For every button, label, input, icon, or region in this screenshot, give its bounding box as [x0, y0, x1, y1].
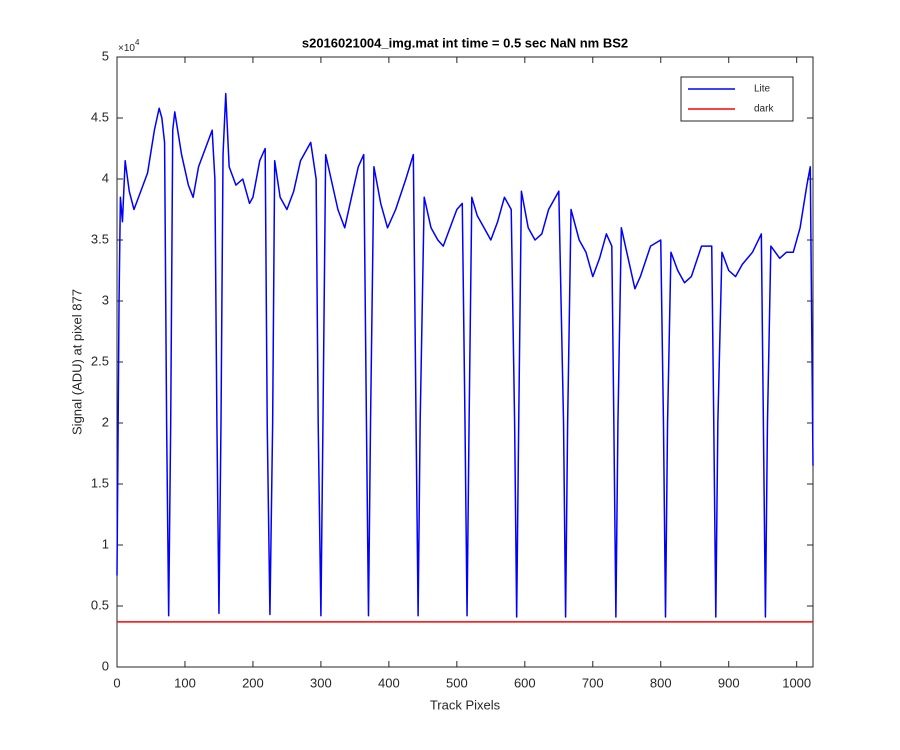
x-tick-label: 400 [378, 675, 400, 690]
x-tick-label: 800 [650, 675, 672, 690]
y-tick-label: 1 [102, 536, 109, 551]
legend-label: dark [754, 104, 774, 115]
x-tick-label: 700 [582, 675, 604, 690]
x-tick-label: 500 [446, 675, 468, 690]
y-multiplier: ×104 [118, 38, 140, 54]
x-axis-label: Track Pixels [430, 697, 501, 712]
x-tick-label: 200 [242, 675, 264, 690]
y-tick-label: 4.5 [91, 109, 109, 124]
y-tick-label: 5 [102, 48, 109, 63]
y-tick-label: 2.5 [91, 353, 109, 368]
series-line [116, 92, 814, 618]
y-tick-label: 3.5 [91, 231, 109, 246]
legend-box [680, 76, 794, 122]
x-tick-label: 0 [113, 675, 120, 690]
x-tick-label: 900 [718, 675, 740, 690]
x-tick-label: 300 [310, 675, 332, 690]
x-tick-label: 100 [174, 675, 196, 690]
y-tick-label: 0.5 [91, 597, 109, 612]
y-tick-label: 2 [102, 414, 109, 429]
y-tick-label: 1.5 [91, 475, 109, 490]
y-multiplier-exponent: 4 [135, 38, 140, 47]
chart-title: s2016021004_img.mat int time = 0.5 sec N… [302, 35, 628, 50]
x-tick-label: 1000 [782, 675, 811, 690]
x-tick-label: 600 [514, 675, 536, 690]
y-tick-label: 3 [102, 292, 109, 307]
y-multiplier-base: ×10 [118, 43, 135, 54]
y-tick-label: 0 [102, 658, 109, 673]
legend-label: Lite [754, 84, 771, 95]
plot-area [116, 56, 814, 668]
y-tick-label: 4 [102, 170, 109, 185]
y-axis-label: Signal (ADU) at pixel 877 [69, 289, 84, 435]
